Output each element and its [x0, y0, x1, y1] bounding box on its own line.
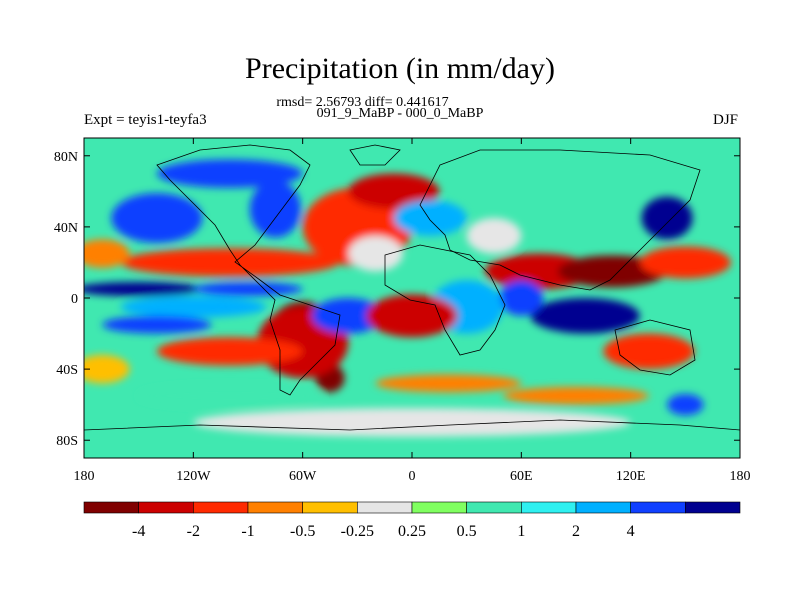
field-patch — [111, 193, 203, 243]
greenland-outline — [349, 144, 401, 166]
colorbar-swatch — [411, 501, 467, 514]
colorbar-label: -4 — [132, 523, 145, 540]
colorbar-label: 4 — [627, 523, 635, 540]
field-patch — [530, 298, 640, 334]
y-tick-label: 40N — [54, 221, 78, 236]
colorbar-swatch — [83, 501, 139, 514]
field-patch — [639, 246, 731, 279]
coastlines — [84, 144, 740, 431]
field-patch — [193, 408, 631, 437]
colorbar-swatch — [247, 501, 303, 514]
field-patch — [348, 173, 440, 210]
colorbar-swatch — [630, 501, 686, 514]
y-tick-label: 0 — [71, 292, 78, 307]
field-patch — [84, 282, 203, 297]
field-patch — [156, 159, 303, 188]
colorbar-label: 1 — [517, 523, 525, 540]
field-patch — [603, 333, 695, 370]
africa-outline — [384, 244, 506, 356]
y-tick-label: 80S — [56, 434, 78, 449]
antarctica-outline — [84, 419, 740, 431]
colorbar-label: 2 — [572, 523, 580, 540]
field-patch — [249, 180, 301, 238]
colorbar-swatch — [466, 501, 522, 514]
x-tick-label: 0 — [409, 469, 416, 484]
field-patch — [102, 315, 212, 334]
x-tick-label: 180 — [730, 469, 751, 484]
australia-outline — [614, 319, 696, 376]
field-patch — [366, 294, 458, 338]
colorbar-label: -0.25 — [341, 523, 374, 540]
y-tick-label: 40S — [56, 363, 78, 378]
colorbar-swatch — [302, 501, 358, 514]
x-tick-label: 60E — [510, 469, 533, 484]
eurasia-outline — [419, 149, 701, 291]
colorbar-swatch — [193, 501, 249, 514]
colorbar-label: -0.5 — [290, 523, 315, 540]
field-patch — [84, 354, 130, 384]
colorbar: -4 -2 -1 -0.5 -0.25 0.25 0.5 1 2 4 — [83, 501, 741, 540]
field-patch — [375, 374, 522, 393]
colorbar-label: -1 — [241, 523, 254, 540]
field-patch — [557, 255, 668, 288]
x-tick-label: 120W — [176, 469, 211, 484]
season-label: DJF — [712, 112, 738, 128]
field-patch — [393, 200, 467, 236]
field-patch — [641, 196, 693, 240]
colorbar-label: -2 — [187, 523, 200, 540]
colorbar-swatch — [685, 501, 741, 514]
field-patch — [120, 296, 267, 318]
axis-ticks: 80N 40N 0 40S 80S 180 120W 60W 0 60E 120E 180 — [54, 138, 751, 484]
x-tick-label: 60W — [289, 469, 317, 484]
field-patch — [193, 282, 303, 297]
field-patch — [499, 280, 544, 316]
precipitation-field — [84, 159, 731, 437]
x-tick-label: 180 — [74, 469, 95, 484]
field-patch — [311, 298, 385, 334]
field-patch — [120, 248, 340, 277]
experiment-label: Expt = teyis1-teyfa3 — [84, 112, 207, 128]
field-patch — [138, 385, 321, 407]
field-patch — [156, 337, 303, 366]
chart-subtitle: 091_9_MaBP - 000_0_MaBP — [316, 106, 484, 121]
field-patch — [484, 253, 595, 290]
field-patch — [667, 394, 704, 416]
colorbar-swatch — [575, 501, 631, 514]
field-patch — [503, 386, 649, 405]
y-tick-label: 80N — [54, 150, 78, 165]
stats-line: rmsd= 2.56793 diff= 0.441617 — [276, 95, 449, 110]
colorbar-swatch — [521, 501, 577, 514]
chart-title: Precipitation (in mm/day) — [245, 52, 555, 85]
americas-outline — [156, 144, 341, 396]
colorbar-swatch — [138, 501, 194, 514]
x-tick-label: 120E — [616, 469, 646, 484]
colorbar-label: 0.5 — [457, 523, 477, 540]
colorbar-label: 0.25 — [398, 523, 426, 540]
field-patch — [466, 218, 522, 254]
field-patch — [84, 239, 130, 268]
colorbar-swatch — [357, 501, 413, 514]
field-patch — [348, 235, 403, 272]
